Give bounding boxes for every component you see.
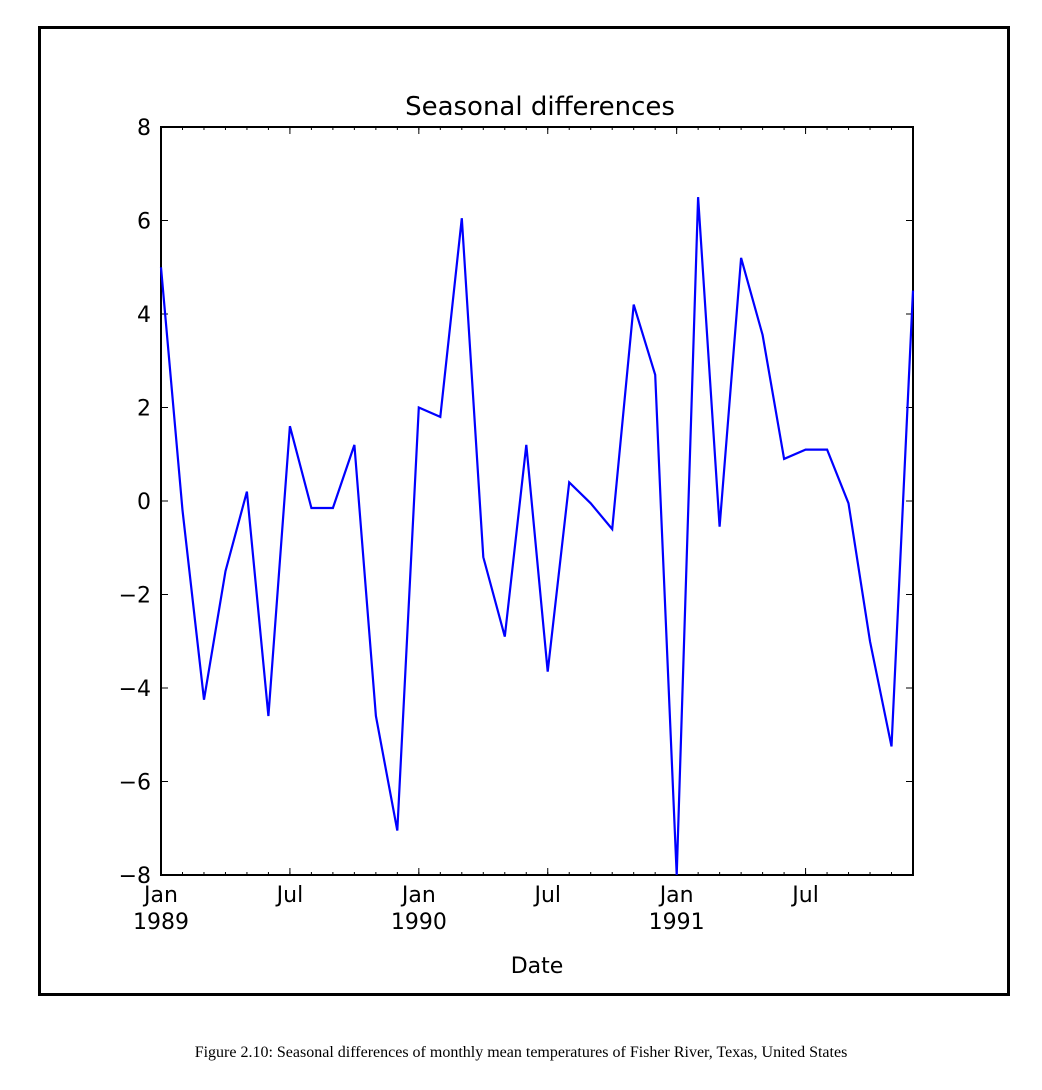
chart-title: Seasonal differences: [405, 92, 675, 122]
y-tick-label: −2: [119, 584, 151, 609]
y-tick-label: 8: [137, 116, 151, 141]
x-tick-label: Jul: [532, 883, 561, 908]
series-line: [159, 197, 915, 876]
y-tick-label: −6: [119, 771, 151, 796]
y-axis: 8 6 4 2 0 −2 −4 −6 −8: [119, 116, 913, 889]
series-layer: [159, 197, 915, 876]
x-tick-year-label: 1989: [133, 910, 189, 935]
plot-area: [160, 126, 914, 876]
x-tick-label: Jul: [275, 883, 304, 908]
x-tick-label: Jul: [790, 883, 819, 908]
x-tick-year-label: 1991: [649, 910, 705, 935]
figure-frame: Seasonal differences 8 6 4 2 0 −2 −4 −6 −8 Jan 19…: [38, 26, 1010, 996]
x-tick-label: Jan: [400, 883, 436, 908]
y-tick-label: −4: [119, 677, 151, 702]
y-tick-label: 2: [137, 397, 151, 422]
x-tick-label: Jan: [142, 883, 178, 908]
y-tick-label: 4: [137, 303, 151, 328]
figure-caption: Figure 2.10: Seasonal differences of mon…: [194, 1044, 848, 1061]
y-tick-label: 6: [137, 210, 151, 235]
x-tick-label: Jan: [658, 883, 694, 908]
x-tick-year-label: 1990: [391, 910, 447, 935]
x-axis-label: Date: [511, 954, 564, 979]
y-tick-label: −8: [119, 864, 151, 889]
y-tick-label: 0: [137, 490, 151, 515]
